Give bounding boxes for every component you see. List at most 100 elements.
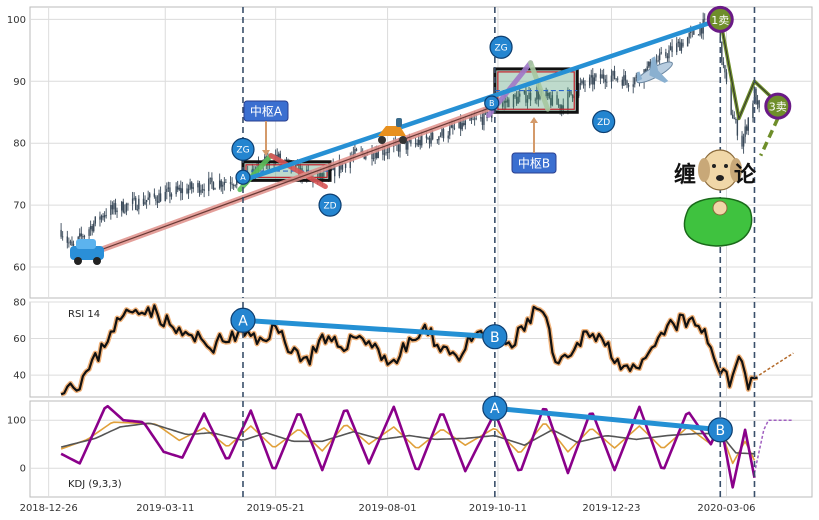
candle-body bbox=[658, 53, 661, 61]
candle-body bbox=[60, 229, 62, 237]
candle-body bbox=[354, 149, 356, 155]
candle-body bbox=[461, 123, 463, 130]
candle-body bbox=[80, 233, 83, 237]
candle-body bbox=[79, 233, 81, 237]
candle-body bbox=[627, 85, 630, 87]
candle-body bbox=[180, 187, 182, 194]
candle-body bbox=[397, 144, 400, 152]
rsi-panel: 40 60 80 RSI 14 A B bbox=[13, 298, 813, 398]
price-panel: 60708090100ZGAZDZGBZD中枢A中枢B1卖3卖缠论 bbox=[7, 5, 813, 299]
candle-body bbox=[679, 41, 681, 51]
candle-body bbox=[405, 141, 407, 150]
rsi-frame bbox=[29, 301, 813, 398]
x-axis: 2018-12-26 2019-03-11 2019-05-21 2019-08-01… bbox=[20, 503, 756, 514]
sell-point-circle bbox=[706, 5, 734, 33]
candle-body bbox=[480, 117, 482, 119]
mascot-ear bbox=[730, 158, 742, 182]
candle-body bbox=[410, 139, 412, 144]
candle-body bbox=[475, 118, 477, 120]
candle-body bbox=[167, 187, 170, 189]
candle-body bbox=[218, 180, 221, 189]
candle-body bbox=[419, 139, 421, 146]
candle-body bbox=[676, 43, 678, 53]
candle-body bbox=[116, 210, 118, 213]
sell-point-label: 1卖 bbox=[711, 14, 729, 27]
candle-body bbox=[660, 52, 662, 54]
candle-body bbox=[634, 78, 636, 85]
candle-body bbox=[601, 74, 603, 79]
candle-body bbox=[386, 152, 389, 153]
candle-body bbox=[212, 182, 215, 190]
candle-body bbox=[508, 99, 510, 108]
rsi-divergence-line bbox=[242, 317, 496, 340]
candle-body bbox=[278, 153, 280, 159]
kdj-line-k bbox=[60, 421, 756, 465]
kdj-projection bbox=[753, 419, 794, 474]
candle-body bbox=[615, 78, 617, 80]
candle-body bbox=[320, 172, 322, 180]
candle-body bbox=[559, 104, 561, 110]
sell-zigzag-core bbox=[719, 19, 782, 121]
candle-body bbox=[721, 41, 723, 62]
candle-body bbox=[279, 153, 282, 161]
candle-body bbox=[725, 72, 728, 82]
candle-body bbox=[220, 180, 222, 187]
candle-body bbox=[610, 75, 613, 82]
candle-body bbox=[752, 103, 754, 118]
airplane-wings bbox=[649, 56, 669, 83]
candle-body bbox=[724, 65, 726, 73]
candle-body bbox=[469, 117, 471, 121]
airplane-tail bbox=[636, 71, 643, 82]
candle-body bbox=[557, 104, 560, 106]
candle-body bbox=[616, 78, 619, 80]
price-frame bbox=[29, 6, 813, 299]
candle-body bbox=[730, 81, 732, 115]
candle-body bbox=[223, 182, 226, 185]
candle-body bbox=[187, 188, 190, 194]
candle-body bbox=[186, 188, 188, 194]
candle-body bbox=[459, 120, 462, 130]
kdj-tick-label: 100 bbox=[7, 416, 26, 427]
rsi-tick-label: 80 bbox=[13, 298, 26, 309]
car-icon bbox=[70, 239, 104, 265]
candle-body bbox=[747, 117, 749, 131]
candle-body bbox=[733, 118, 735, 120]
candle-body bbox=[537, 90, 540, 100]
candle-body bbox=[330, 168, 333, 170]
candle-body bbox=[441, 129, 443, 136]
candle-body bbox=[458, 120, 460, 128]
candle-body bbox=[665, 52, 667, 57]
price-tick-label: 70 bbox=[13, 201, 26, 212]
kdj-marker-label: B bbox=[715, 423, 725, 439]
candle-body bbox=[114, 203, 117, 213]
candle-body bbox=[407, 140, 409, 150]
candle-body bbox=[135, 197, 137, 210]
candle-body bbox=[201, 189, 204, 190]
candle-body bbox=[447, 135, 449, 139]
candle-body bbox=[327, 169, 330, 177]
candle-body bbox=[93, 223, 95, 232]
candle-body bbox=[385, 152, 387, 154]
mascot-eye bbox=[712, 164, 716, 168]
price-marker-circle bbox=[318, 193, 342, 217]
candle-body bbox=[562, 105, 564, 110]
scooter-icon bbox=[378, 118, 407, 144]
candle-body bbox=[442, 129, 445, 139]
scooter-rider bbox=[396, 118, 402, 127]
candle-body bbox=[136, 209, 138, 211]
candle-body bbox=[438, 136, 440, 141]
x-tick-label: 2019-08-01 bbox=[359, 503, 417, 514]
candle-body bbox=[99, 216, 101, 220]
candle-body bbox=[192, 187, 194, 189]
candle-body bbox=[690, 30, 692, 34]
price-marker-label: ZD bbox=[323, 201, 336, 211]
candle-body bbox=[231, 184, 233, 186]
candle-body bbox=[321, 173, 323, 180]
mascot-robe bbox=[683, 197, 753, 247]
candle-body bbox=[746, 126, 748, 131]
candle-body bbox=[431, 132, 434, 140]
candle-body bbox=[741, 135, 743, 147]
candle-body bbox=[344, 163, 347, 168]
candle-body bbox=[671, 46, 673, 53]
mascot-icon: 缠论 bbox=[674, 149, 757, 247]
